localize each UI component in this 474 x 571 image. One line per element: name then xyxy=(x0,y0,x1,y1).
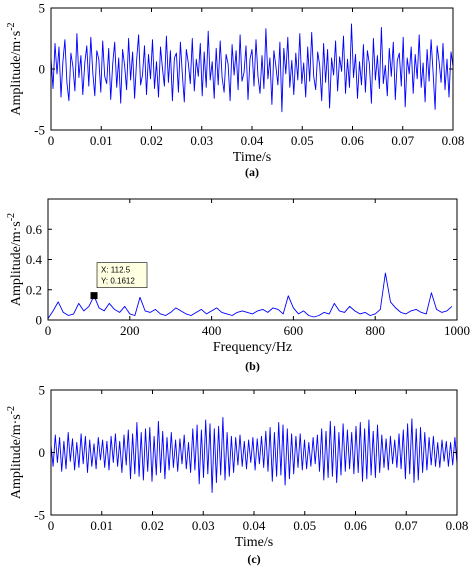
y-tick-label: 0 xyxy=(39,62,46,77)
x-tick-label: 0.01 xyxy=(90,518,113,533)
x-axis-label: Time/s xyxy=(235,535,273,550)
x-tick-label: 0.04 xyxy=(241,133,264,148)
signal-line-b xyxy=(47,272,453,319)
y-axis-label: Amplitude/m·s-2 xyxy=(6,406,24,499)
panel-caption-c: (c) xyxy=(247,552,260,566)
x-tick-label: 0.03 xyxy=(192,518,215,533)
panel-caption-b: (b) xyxy=(245,359,260,373)
x-tick-label: 0.05 xyxy=(291,133,314,148)
datatip-y-label: Y: 0.1612 xyxy=(101,277,135,286)
x-tick-label: 800 xyxy=(365,323,385,338)
datatip-x-label: X: 112.5 xyxy=(101,266,131,275)
x-tick-label: 0.06 xyxy=(344,518,367,533)
x-tick-label: 0.01 xyxy=(90,133,113,148)
x-tick-label: 0 xyxy=(48,133,55,148)
x-tick-label: 600 xyxy=(284,323,304,338)
x-tick-label: 0.08 xyxy=(446,518,469,533)
x-tick-label: 0.02 xyxy=(140,133,163,148)
y-tick-label: -5 xyxy=(34,508,45,523)
y-tick-label: 5 xyxy=(39,1,46,16)
x-tick-label: 0 xyxy=(45,323,52,338)
y-tick-label: 0 xyxy=(39,445,46,460)
x-tick-label: 0.08 xyxy=(442,133,465,148)
y-axis-label: Amplitude/m·s-2 xyxy=(6,22,24,115)
x-tick-label: 0.05 xyxy=(293,518,316,533)
axes-frame-a xyxy=(50,7,454,131)
y-tick-label: 0.6 xyxy=(26,222,43,237)
x-tick-label: 0.03 xyxy=(190,133,213,148)
x-axis-label: Frequency/Hz xyxy=(213,340,292,355)
y-tick-label: -5 xyxy=(34,123,45,138)
chart-a: 0 0.01 0.02 0.03 0.04 0.05 0.06 0.07 0.08-505Tim… xyxy=(6,1,464,180)
x-tick-label: 0.07 xyxy=(391,133,414,148)
y-tick-label: 0.2 xyxy=(26,282,42,297)
x-tick-label: 0.07 xyxy=(395,518,418,533)
x-tick-label: 0.04 xyxy=(243,518,266,533)
axes-frame-b xyxy=(47,198,458,321)
x-axis-label: Time/s xyxy=(233,150,271,165)
panel-caption-a: (a) xyxy=(245,165,259,179)
datatip-box xyxy=(96,262,148,288)
signal-line-a xyxy=(50,23,454,113)
x-tick-label: 0.06 xyxy=(341,133,364,148)
signal-line-c xyxy=(50,417,458,493)
x-tick-label: 400 xyxy=(202,323,222,338)
y-tick-label: 0.4 xyxy=(26,252,43,267)
y-tick-label: 5 xyxy=(39,383,46,398)
chart-c: 0 0.01 0.02 0.03 0.04 0.05 0.06 0.07 0.08-505Tim… xyxy=(6,383,468,567)
x-tick-label: 1000 xyxy=(444,323,470,338)
y-tick-label: 0 xyxy=(36,313,43,328)
x-tick-label: 0 xyxy=(48,518,55,533)
datatip-marker[interactable] xyxy=(90,292,98,300)
y-axis-label: Amplitude/m·s-2 xyxy=(6,213,24,306)
x-tick-label: 200 xyxy=(120,323,140,338)
chart-b: 0 200 400 600 800 1000 0 0.2 0.4 0.6 Frequency/Hz A… xyxy=(6,198,470,373)
x-tick-label: 0.02 xyxy=(141,518,164,533)
